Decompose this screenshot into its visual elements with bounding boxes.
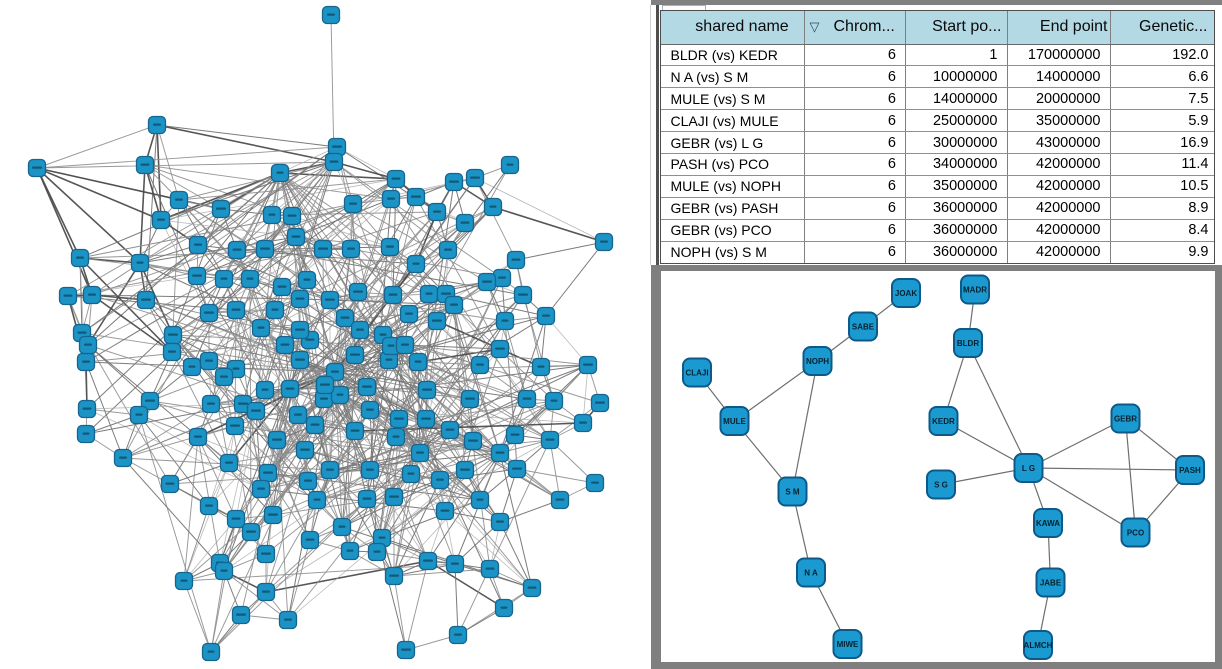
svg-text:S G: S G xyxy=(934,481,948,490)
svg-text:MADR: MADR xyxy=(963,286,987,295)
svg-text:PCO: PCO xyxy=(1127,529,1144,538)
svg-text:N A: N A xyxy=(804,569,818,578)
svg-text:PASH: PASH xyxy=(1179,466,1201,475)
svg-text:SABE: SABE xyxy=(852,323,875,332)
svg-text:L G: L G xyxy=(1022,464,1035,473)
svg-text:MULE: MULE xyxy=(723,417,746,426)
svg-text:KAWA: KAWA xyxy=(1036,519,1060,528)
svg-text:GEBR: GEBR xyxy=(1114,415,1137,424)
svg-text:BLDR: BLDR xyxy=(957,339,979,348)
svg-text:JABE: JABE xyxy=(1040,579,1062,588)
svg-text:ALMCH: ALMCH xyxy=(1024,641,1053,650)
svg-text:JOAK: JOAK xyxy=(895,289,917,298)
svg-text:CLAJI: CLAJI xyxy=(685,369,708,378)
svg-text:KEDR: KEDR xyxy=(932,417,955,426)
svg-text:NOPH: NOPH xyxy=(806,357,829,366)
svg-text:S M: S M xyxy=(785,488,800,497)
svg-text:MIWE: MIWE xyxy=(837,640,859,649)
